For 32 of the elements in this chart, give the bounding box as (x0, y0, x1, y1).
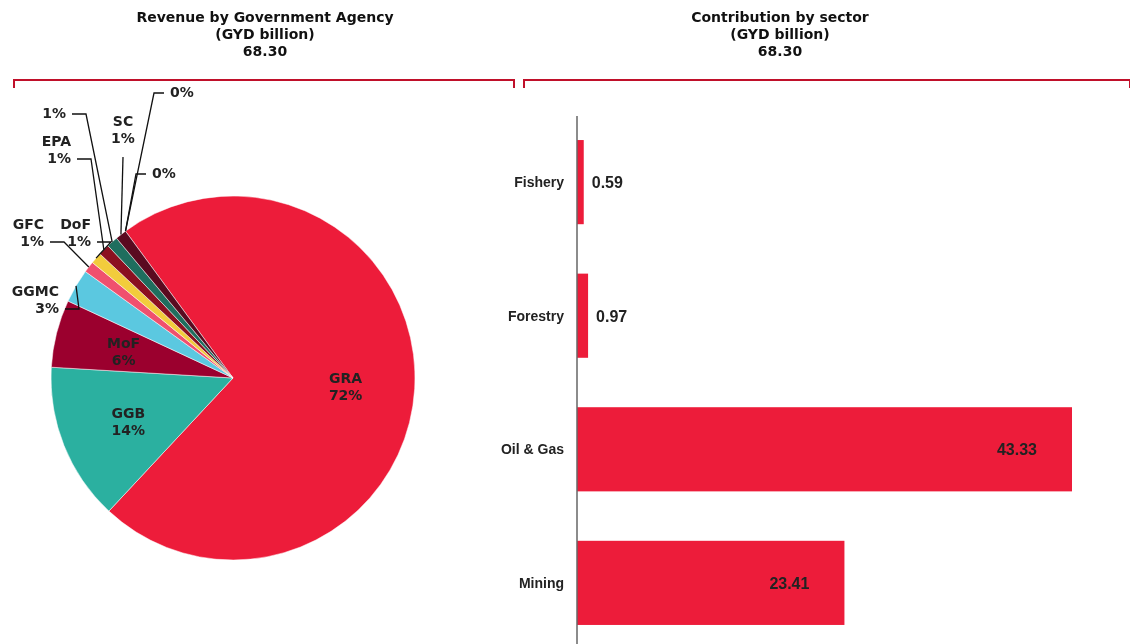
bar (577, 273, 589, 358)
data-label: 1% (67, 233, 91, 249)
y-tick-label: Fishery (514, 174, 565, 191)
data-label: 0.59 (591, 174, 623, 192)
y-tick-label: Oil & Gas (500, 441, 565, 458)
bar (577, 540, 845, 625)
slice-label: EPA (41, 133, 72, 149)
chart-title: Revenue by Government Agency (GYD billion) 68.30 (136, 9, 394, 59)
slice-label: GGMC (11, 283, 59, 299)
data-label: 1% (111, 130, 135, 146)
data-label: 1% (42, 105, 66, 121)
data-label: 1% (20, 233, 44, 249)
slice-label: DoF (60, 216, 91, 232)
data-label: 3% (35, 300, 59, 316)
bar (577, 407, 1072, 492)
slice-label: GGB (111, 404, 146, 421)
data-label: 0.97 (596, 307, 628, 325)
slice-label: MoF (107, 335, 141, 352)
data-label: 23.41 (769, 574, 810, 592)
data-label: 6% (111, 352, 136, 369)
data-label: 14% (111, 421, 145, 438)
text: 0% (152, 165, 176, 181)
data-label: 1% (47, 150, 71, 166)
chart-title: Contribution by sector (GYD billion) 68.30 (691, 9, 869, 59)
data-label: 72% (328, 386, 363, 403)
data-label: 43.33 (996, 441, 1038, 459)
slice-label: SC (112, 113, 134, 129)
y-tick-label: Mining (518, 574, 564, 591)
text: 0% (170, 84, 194, 100)
slice-label: GFC (12, 216, 44, 232)
slice-label: GRA (329, 369, 363, 386)
y-tick-label: Forestry (507, 307, 565, 324)
